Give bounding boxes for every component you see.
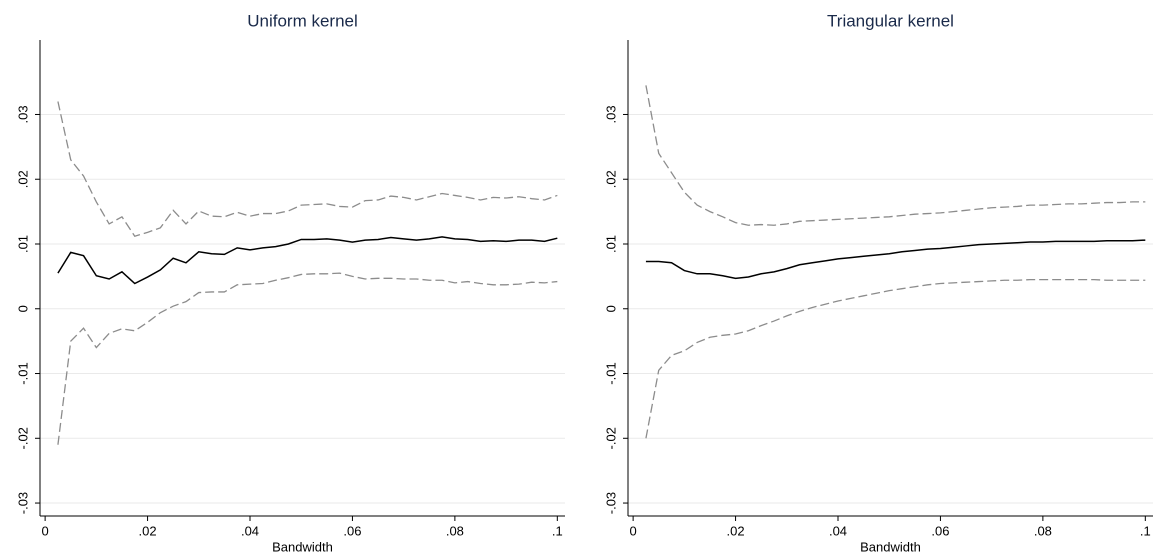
y-tick-label: 0: [603, 305, 618, 312]
y-tick-label: -.02: [15, 427, 30, 449]
y-tick-label: 0: [15, 305, 30, 312]
series-line: [57, 272, 558, 445]
y-tick-label: .01: [603, 235, 618, 253]
series-line: [645, 85, 1146, 226]
x-tick-label: .06: [931, 523, 949, 538]
x-axis-label: Bandwidth: [272, 539, 333, 554]
x-axis-label: Bandwidth: [860, 539, 921, 554]
x-tick-label: 0: [630, 523, 637, 538]
x-tick-label: .02: [727, 523, 745, 538]
chart-title: Uniform kernel: [247, 11, 358, 30]
x-tick-label: 0: [42, 523, 49, 538]
x-tick-label: .06: [343, 523, 361, 538]
series-line: [57, 236, 558, 285]
series-line: [645, 239, 1146, 280]
x-tick-label: .08: [1034, 523, 1052, 538]
x-tick-label: .08: [446, 523, 464, 538]
series-line: [645, 278, 1146, 439]
series-line: [57, 101, 558, 237]
y-tick-label: -.01: [15, 362, 30, 384]
y-tick-label: .01: [15, 235, 30, 253]
x-tick-label: .1: [1140, 523, 1151, 538]
y-tick-label: -.02: [603, 427, 618, 449]
x-tick-label: .1: [552, 523, 563, 538]
x-tick-label: .04: [829, 523, 847, 538]
x-tick-label: .02: [139, 523, 157, 538]
y-tick-label: -.01: [603, 362, 618, 384]
y-tick-label: .02: [15, 170, 30, 188]
y-tick-label: .03: [15, 105, 30, 123]
x-tick-label: .04: [241, 523, 259, 538]
y-tick-label: -.03: [15, 492, 30, 514]
y-tick-label: .02: [603, 170, 618, 188]
y-tick-label: -.03: [603, 492, 618, 514]
y-tick-label: .03: [603, 105, 618, 123]
chart-title: Triangular kernel: [827, 11, 954, 30]
